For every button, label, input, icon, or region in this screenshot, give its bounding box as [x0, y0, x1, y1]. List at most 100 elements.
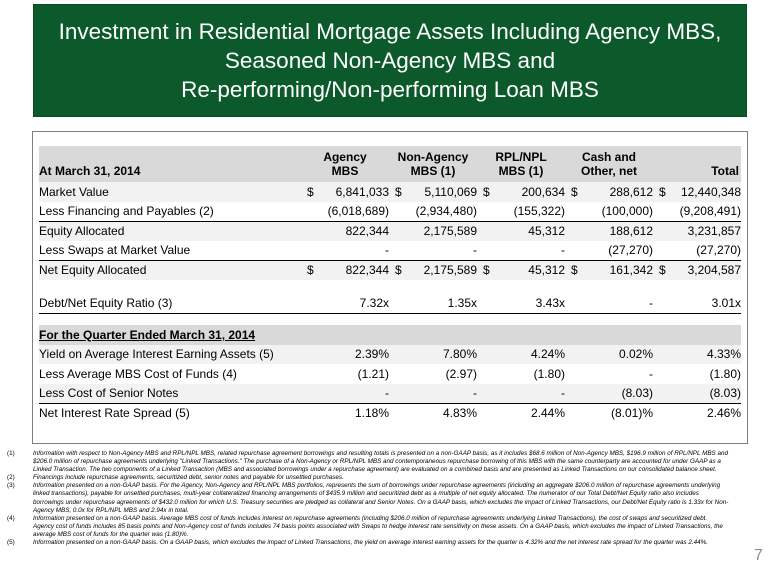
table-header-row: At March 31, 2014 Agency MBS Non-Agency MB… [39, 146, 741, 182]
cell-total: 4.33% [653, 344, 741, 364]
header-agency-mbs: Agency MBS [301, 146, 389, 182]
cell-non-agency: $5,110,069 [389, 182, 477, 202]
cell-non-agency: $2,175,589 [389, 260, 477, 280]
footnote-number: (3) [7, 482, 15, 490]
row-label: Less Swaps at Market Value [39, 240, 301, 261]
cell-rpl-npl: 2.44% [530, 406, 565, 420]
cell-non-agency: 4.83% [442, 406, 477, 420]
title-line-1: Investment in Residential Mortgage Asset… [58, 19, 722, 44]
cell-total: $12,440,348 [653, 182, 741, 202]
header-cash-other: Cash and Other, net [565, 146, 653, 182]
cell-agency: 7.32x [301, 293, 389, 314]
footnote: (1) Information with respect to Non-Agen… [7, 450, 729, 474]
footnote: (3) Information presented on a non-GAAP … [7, 482, 729, 514]
footnote-text: Information presented on a non-GAAP basi… [33, 482, 729, 514]
header-rpl-npl-mbs: RPL/NPL MBS (1) [477, 146, 565, 182]
cell-cash-other: (8.03) [565, 383, 653, 404]
table-row: Net Equity Allocated $822,344 $2,175,589… [39, 260, 741, 280]
cell-agency: (1.21) [357, 366, 389, 381]
footnote-number: (5) [7, 539, 15, 547]
cell-rpl-npl: - [477, 240, 565, 261]
footnotes: (1) Information with respect to Non-Agen… [7, 450, 729, 547]
cell-cash-other: (27,270) [565, 240, 653, 261]
cell-non-agency: 7.80% [389, 344, 477, 364]
cell-rpl-npl: (1.80) [533, 366, 565, 381]
footnote: (4) Information presented on a non-GAAP … [7, 515, 729, 539]
cell-cash-other: - [649, 366, 653, 381]
cell-agency: - [301, 383, 389, 404]
cell-rpl-npl: - [477, 383, 565, 404]
cell-total: (8.03) [653, 383, 741, 404]
spacer-row [39, 313, 741, 325]
cell-non-agency: (2,934,480) [389, 201, 477, 222]
cell-agency: $822,344 [301, 260, 389, 280]
cell-total: 3.01x [653, 293, 741, 314]
title-line-2: Seasoned Non-Agency MBS and [224, 48, 556, 73]
cell-non-agency: (2.97) [445, 366, 477, 381]
footnote: (2) Financings include repurchase agreem… [7, 474, 729, 482]
spacer-row [39, 280, 741, 294]
cell-total: (9,208,491) [653, 201, 741, 222]
cell-cash-other: (8.01)% [610, 406, 653, 420]
table-row: Net Interest Rate Spread (5) 1.18% 4.83%… [39, 403, 741, 423]
cell-non-agency: 2,175,589 [389, 221, 477, 241]
cell-agency: $6,841,033 [301, 182, 389, 202]
row-label: Less Cost of Senior Notes [39, 383, 301, 404]
page-number: 7 [754, 547, 763, 564]
table-row: Equity Allocated 822,344 2,175,589 45,31… [39, 221, 741, 241]
table-row: Less Average MBS Cost of Funds (4) (1.21… [39, 364, 741, 384]
financial-table: At March 31, 2014 Agency MBS Non-Agency MB… [39, 146, 741, 423]
cell-rpl-npl: 45,312 [477, 221, 565, 241]
row-label: Less Financing and Payables (2) [39, 201, 301, 222]
cell-non-agency: - [389, 383, 477, 404]
cell-total: (1.80) [709, 366, 741, 381]
cell-cash-other: $288,612 [565, 182, 653, 202]
row-label: Debt/Net Equity Ratio (3) [39, 293, 301, 314]
cell-agency: 822,344 [301, 221, 389, 241]
cell-total: 2.46% [706, 406, 741, 420]
header-total: Total [653, 146, 741, 182]
cell-rpl-npl: 3.43x [477, 293, 565, 314]
footnote-text: Information with respect to Non-Agency M… [33, 450, 729, 474]
row-label: Less Average MBS Cost of Funds (4) [39, 366, 237, 381]
footnote-text: Information presented on a non-GAAP basi… [33, 514, 723, 538]
table-row: Market Value $6,841,033 $5,110,069 $200,… [39, 182, 741, 202]
header-date: At March 31, 2014 [39, 146, 301, 182]
table-row: Yield on Average Interest Earning Assets… [39, 344, 741, 364]
cell-cash-other: $161,342 [565, 260, 653, 280]
cell-rpl-npl: $200,634 [477, 182, 565, 202]
table-row: Less Financing and Payables (2) (6,018,6… [39, 201, 741, 222]
quarter-header: For the Quarter Ended March 31, 2014 [39, 325, 301, 345]
cell-cash-other: - [565, 293, 653, 314]
row-label: Equity Allocated [39, 221, 301, 241]
table-row: Debt/Net Equity Ratio (3) 7.32x 1.35x 3.… [39, 293, 741, 314]
footnote-number: (2) [7, 474, 15, 482]
cell-agency: - [301, 240, 389, 261]
row-label: Net Equity Allocated [39, 260, 301, 280]
cell-agency: (6,018,689) [301, 201, 389, 222]
footnote-number: (4) [7, 514, 15, 522]
cell-non-agency: - [389, 240, 477, 261]
cell-non-agency: 1.35x [389, 293, 477, 314]
cell-total: (27,270) [653, 240, 741, 261]
cell-total: $3,204,587 [653, 260, 741, 280]
footnote-number: (1) [7, 450, 15, 457]
cell-rpl-npl: (155,322) [477, 201, 565, 222]
footnote-text: Financings include repurchase agreements… [33, 474, 344, 482]
table-row: Less Swaps at Market Value - - - (27,270… [39, 240, 741, 261]
row-label: Net Interest Rate Spread (5) [39, 406, 190, 420]
cell-cash-other: 0.02% [565, 344, 653, 364]
cell-agency: 1.18% [354, 406, 389, 420]
footnote: (5) Information presented on a non-GAAP … [7, 539, 729, 547]
footnote-text: Information presented on a non-GAAP basi… [33, 539, 708, 547]
financial-table-frame: At March 31, 2014 Agency MBS Non-Agency MB… [32, 131, 748, 444]
cell-rpl-npl: 4.24% [477, 344, 565, 364]
cell-cash-other: (100,000) [565, 201, 653, 222]
cell-cash-other: 188,612 [565, 221, 653, 241]
quarter-header-row: For the Quarter Ended March 31, 2014 [39, 325, 741, 345]
cell-total: 3,231,857 [653, 221, 741, 241]
title-line-3: Re-performing/Non-performing Loan MBS [181, 77, 599, 102]
header-non-agency-mbs: Non-Agency MBS (1) [389, 146, 477, 182]
row-label: Market Value [39, 182, 301, 202]
cell-rpl-npl: $45,312 [477, 260, 565, 280]
